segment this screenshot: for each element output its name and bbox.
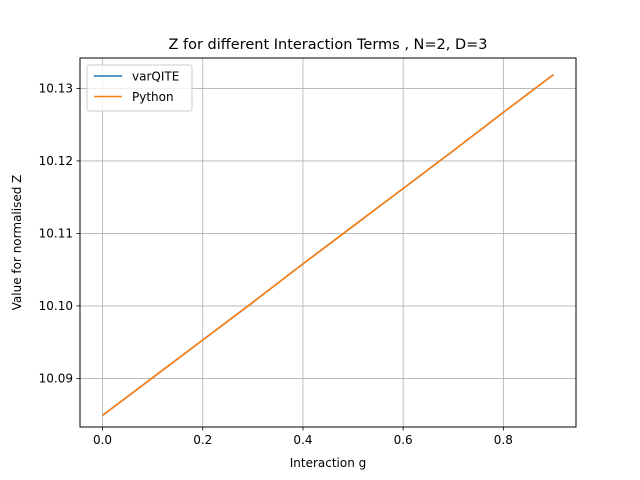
plot-frame [79,57,577,428]
y-tick-label: 10.11 [39,226,73,240]
y-tick-label: 10.13 [39,81,73,95]
legend-label: Python [132,90,174,104]
axis-ticks: 0.0 0.2 0.4 0.6 0.8 10.09 10.10 10.11 10.12 10.13 [39,81,513,447]
y-tick-label: 10.10 [39,299,73,313]
x-tick-label: 0.0 [93,433,112,447]
x-tick-label: 0.2 [193,433,212,447]
x-tick-label: 0.8 [494,433,513,447]
x-axis-label: Interaction g [290,456,367,470]
y-axis-label: Value for normalised Z [10,175,24,311]
legend-label: varQITE [132,70,179,84]
grid-lines [80,58,576,427]
series-line-python [102,74,554,417]
y-tick-label: 10.12 [39,154,73,168]
y-tick-label: 10.09 [39,371,73,385]
legend: varQITE Python [86,64,193,112]
chart-title: Z for different Interaction Terms , N=2,… [168,37,487,53]
x-tick-label: 0.6 [394,433,413,447]
x-tick-label: 0.4 [293,433,312,447]
series-layer [102,74,554,417]
